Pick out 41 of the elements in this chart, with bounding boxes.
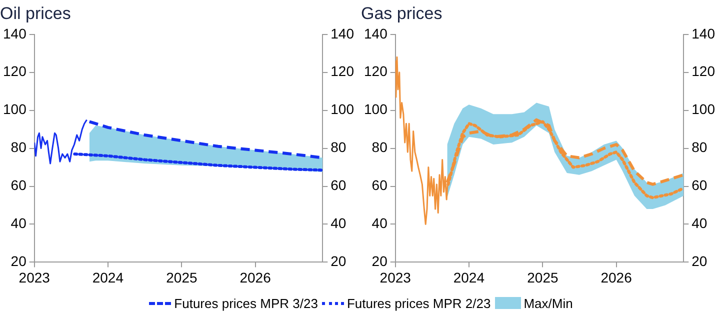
y-tick-label: 100 — [364, 101, 388, 118]
legend-label: Futures prices MPR 2/23 — [346, 296, 491, 310]
x-tick-label: 2024 — [453, 269, 485, 286]
y2-tick-label: 60 — [330, 177, 346, 194]
y2-tick-label: 80 — [330, 139, 346, 156]
y2-tick-label: 20 — [692, 253, 708, 270]
y2-tick-label: 20 — [330, 253, 346, 270]
y-tick-label: 40 — [372, 215, 388, 232]
y2-tick-label: 40 — [330, 215, 346, 232]
text: Max/Min — [524, 296, 573, 310]
y-tick-label: 20 — [372, 253, 388, 270]
chart-title: Oil prices — [0, 4, 71, 23]
y-tick-label: 80 — [372, 139, 388, 156]
y-tick-label: 120 — [3, 63, 27, 80]
y-tick-label: 40 — [10, 215, 27, 232]
y-tick-label: 60 — [10, 177, 27, 194]
chart-title: Gas prices — [361, 4, 442, 23]
x-tick-label: 2023 — [18, 269, 50, 286]
y2-tick-label: 100 — [692, 101, 716, 118]
y-tick-label: 100 — [3, 101, 27, 118]
y2-tick-label: 140 — [692, 25, 716, 42]
x-tick-label: 2026 — [240, 269, 272, 286]
x-tick-label: 2025 — [166, 269, 198, 286]
legend-label: Futures prices MPR 3/23 — [174, 296, 318, 310]
y2-tick-label: 140 — [330, 25, 354, 42]
x-tick-label: 2025 — [527, 269, 559, 286]
x-tick-label: 2026 — [600, 269, 632, 286]
y-tick-label: 60 — [372, 177, 388, 194]
y2-tick-label: 120 — [330, 63, 354, 80]
y2-tick-label: 60 — [692, 177, 708, 194]
y-tick-label: 120 — [364, 63, 388, 80]
y2-tick-label: 100 — [330, 101, 354, 118]
y2-tick-label: 40 — [692, 215, 708, 232]
y2-tick-label: 80 — [692, 139, 708, 156]
y-tick-label: 20 — [10, 253, 27, 270]
y-tick-label: 80 — [10, 139, 27, 156]
y-tick-label: 140 — [364, 25, 388, 42]
y-tick-label: 140 — [3, 25, 27, 42]
y2-tick-label: 120 — [692, 63, 716, 80]
x-tick-label: 2023 — [380, 269, 412, 286]
x-tick-label: 2024 — [92, 269, 124, 286]
